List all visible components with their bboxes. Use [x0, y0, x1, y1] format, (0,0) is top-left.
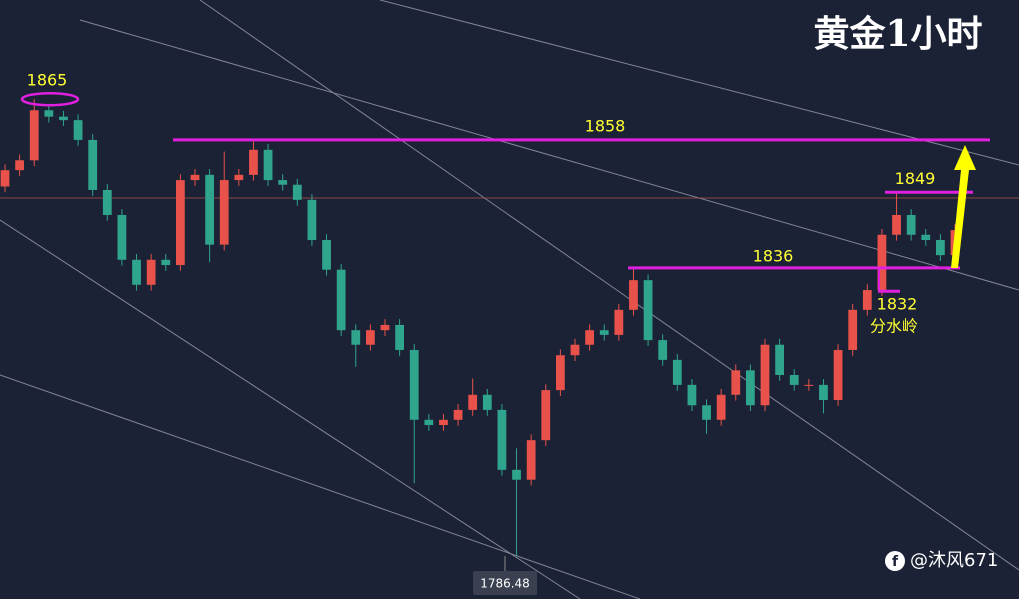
level-label: 1865	[27, 71, 68, 90]
icon	[885, 551, 905, 571]
candle-body	[73, 120, 83, 140]
candle-body	[877, 234, 887, 291]
level-ellipse	[20, 91, 80, 107]
candle-body	[205, 174, 214, 245]
candle-body	[570, 344, 580, 356]
candle-body	[585, 330, 594, 345]
candle-body	[146, 259, 156, 285]
candle-body	[468, 394, 478, 410]
level-label: 1849	[895, 169, 936, 188]
candle-body	[906, 214, 916, 235]
candle-body	[746, 370, 755, 406]
candle-body	[15, 160, 24, 171]
candle-body	[424, 419, 434, 426]
level-label: 1858	[585, 116, 626, 135]
candle-body	[351, 330, 361, 345]
candle-body	[322, 240, 331, 270]
candle-body	[702, 405, 711, 420]
candle-body	[629, 280, 638, 310]
candle-body	[29, 110, 39, 161]
candle-body	[936, 240, 945, 256]
candle-body	[132, 259, 141, 285]
candle-body	[190, 174, 200, 181]
candle-body	[102, 189, 112, 215]
candle-body	[833, 349, 843, 401]
candle-body	[643, 280, 653, 341]
candle-body	[497, 409, 507, 470]
candle-body	[760, 344, 770, 406]
candle-body	[775, 344, 784, 375]
candle-body	[658, 340, 668, 360]
candle-body	[599, 330, 609, 335]
candle-body	[687, 384, 697, 406]
price-tag-bg	[473, 571, 537, 595]
candle-body	[336, 269, 346, 331]
candle-body	[512, 469, 521, 480]
candle-body	[307, 199, 317, 241]
candle-body	[88, 139, 98, 190]
candle-body	[716, 394, 726, 420]
watermark: @沐风671	[910, 550, 998, 571]
candle-body	[44, 110, 54, 117]
candle-body	[409, 349, 419, 420]
candle-body	[892, 214, 901, 235]
candle-body	[541, 390, 551, 441]
icon-glyph: f	[892, 554, 899, 570]
candle-body	[176, 180, 185, 266]
candle-body	[234, 174, 244, 181]
candle-body	[263, 149, 273, 181]
candles	[0, 99, 960, 557]
candle-body	[0, 170, 10, 187]
candle-body	[862, 290, 872, 310]
candle-body	[614, 309, 624, 335]
level-label: 1836	[753, 246, 794, 265]
candle-body	[59, 116, 68, 121]
candle-body	[789, 374, 799, 385]
candle-body	[219, 180, 229, 245]
candle-body	[804, 384, 814, 386]
candle-body	[161, 259, 171, 266]
candle-body	[380, 324, 390, 331]
trend-line	[379, 0, 1019, 166]
candle-body	[439, 419, 448, 426]
candle-body	[482, 394, 492, 410]
trend-line	[199, 0, 1019, 571]
chart-title: 黄金1小时	[813, 13, 982, 55]
candle-body	[249, 149, 258, 175]
candle-body	[556, 355, 565, 391]
candle-body	[731, 370, 741, 395]
candle-body	[453, 409, 463, 420]
arrow	[951, 145, 976, 268]
level-label: 1832	[877, 295, 918, 314]
candle-body	[819, 384, 828, 401]
candle-body	[921, 234, 931, 241]
watermark-icon: f	[885, 551, 905, 571]
candle-body	[292, 184, 302, 200]
annotation: 分水岭	[870, 317, 918, 336]
candle-body	[117, 214, 127, 260]
candle-body	[526, 440, 536, 480]
trend-line	[0, 374, 641, 599]
trend-line	[0, 219, 581, 599]
candle-body	[366, 330, 375, 345]
candle-body	[848, 309, 858, 350]
candle-body	[395, 324, 404, 350]
trend-line	[79, 19, 1019, 291]
candle-body	[278, 180, 288, 185]
price-tag: 1786.48	[480, 577, 530, 591]
candle-body	[672, 359, 682, 385]
levels: 1865 1858 1849 1836 1832	[20, 71, 990, 314]
